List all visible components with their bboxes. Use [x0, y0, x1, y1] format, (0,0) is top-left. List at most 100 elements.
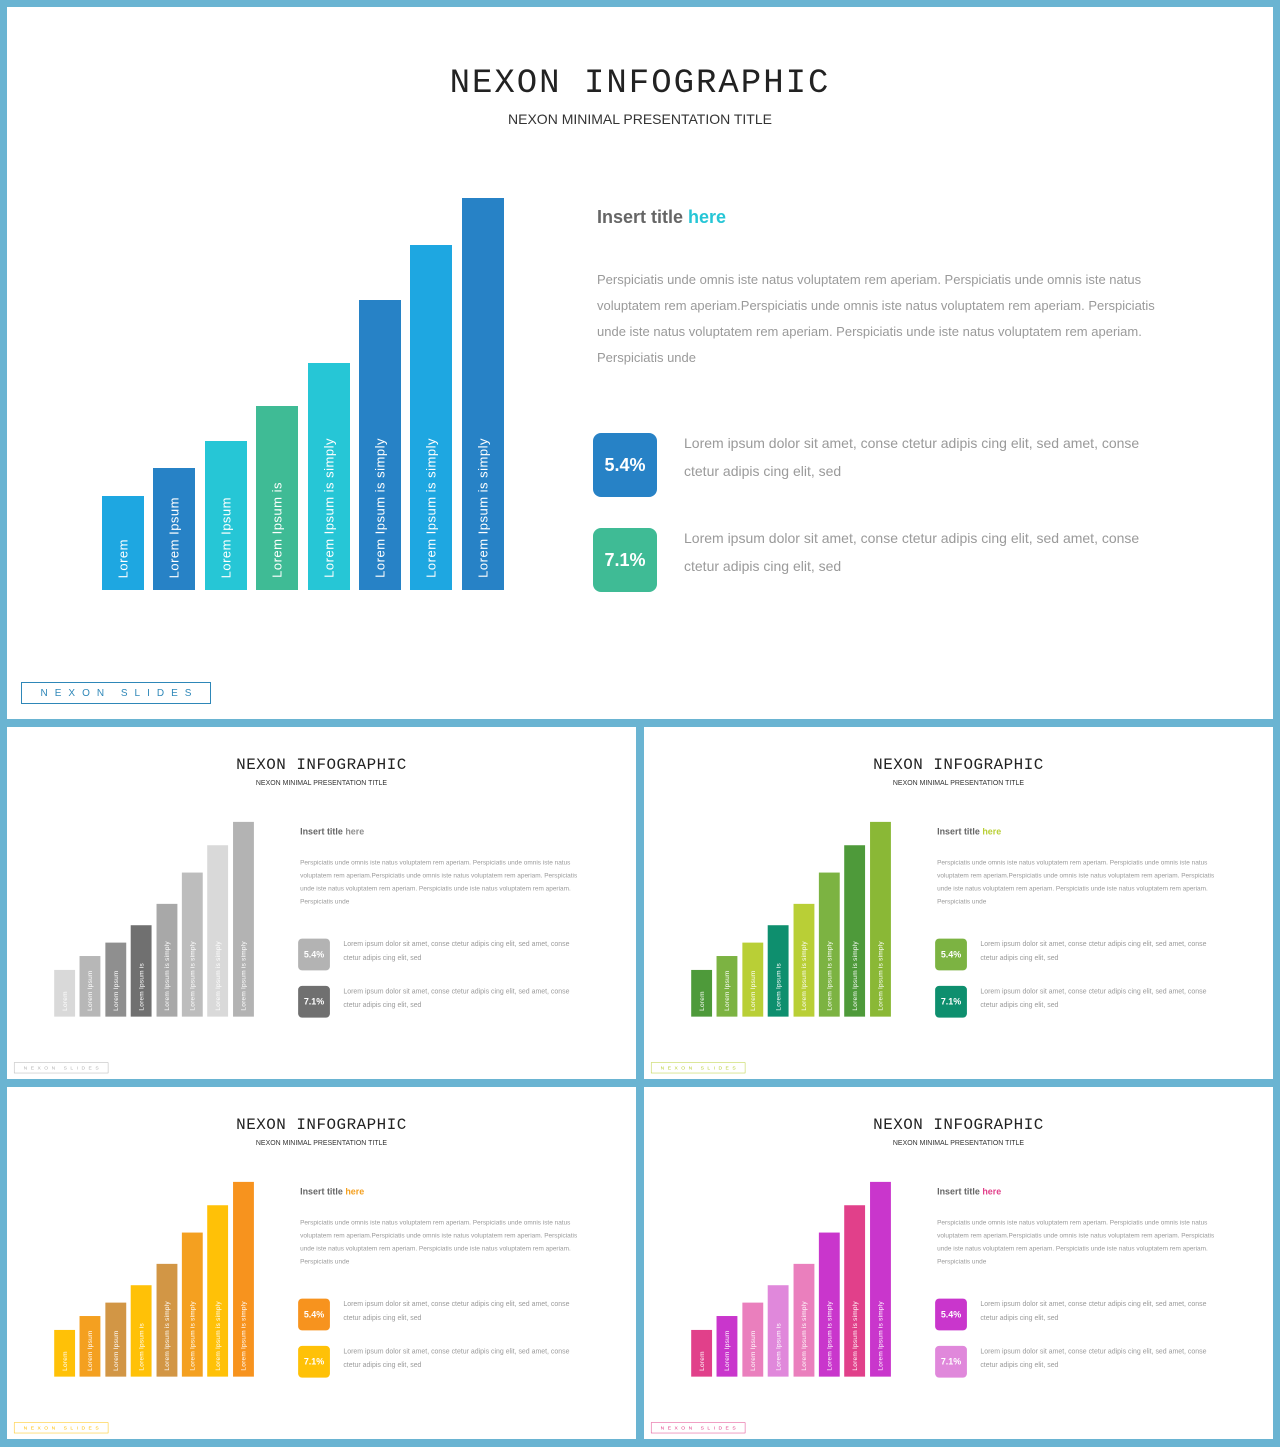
chart-bar: Lorem Ipsum is — [767, 925, 789, 1017]
stat-text-2: Lorem ipsum dolor sit amet, conse ctetur… — [980, 1346, 1207, 1369]
slide-subtitle: NEXON MINIMAL PRESENTATION TITLE — [892, 1138, 1025, 1147]
chart-bar-label: Lorem Ipsum is simply — [825, 941, 834, 1011]
chart-bar-label: Lorem Ipsum is simply — [423, 438, 439, 578]
stat-text-1: Lorem ipsum dolor sit amet, conse ctetur… — [684, 435, 1140, 479]
chart-bar-label: Lorem Ipsum — [166, 496, 182, 578]
chart-bar-label: Lorem Ipsum is simply — [851, 941, 859, 1011]
chart-bar: Lorem Ipsum is simply — [461, 198, 504, 590]
slide-content: NEXON INFOGRAPHIC NEXON MINIMAL PRESENTA… — [644, 1087, 1273, 1439]
chart-bar-label: Lorem Ipsum is simply — [825, 1301, 834, 1371]
slide-content: NEXON INFOGRAPHIC NEXON MINIMAL PRESENTA… — [7, 7, 1273, 719]
insert-title-text: Insert title — [597, 207, 684, 227]
chart-bar: Lorem — [54, 1329, 76, 1377]
chart-bar-label: Lorem — [60, 991, 69, 1011]
chart-bar: Lorem Ipsum — [742, 1302, 764, 1377]
footer-logo: NEXON SLIDES — [13, 1062, 109, 1074]
chart-bar-label: Lorem — [697, 1351, 706, 1371]
chart-bar: Lorem Ipsum is simply — [869, 1181, 891, 1377]
stat-text-1: Lorem ipsum dolor sit amet, conse ctetur… — [980, 939, 1207, 962]
chart-bar: Lorem Ipsum is — [130, 925, 152, 1017]
body-paragraph: Perspiciatis unde omnis iste natus volup… — [300, 1218, 578, 1265]
chart-bar: Lorem — [54, 969, 76, 1017]
chart-bar-label: Lorem Ipsum is simply — [214, 941, 222, 1011]
chart-bar: Lorem Ipsum — [79, 956, 101, 1017]
stat-text-2: Lorem ipsum dolor sit amet, conse ctetur… — [684, 530, 1140, 574]
chart-bar: Lorem Ipsum is simply — [793, 903, 815, 1017]
insert-title: Insert title here — [300, 826, 364, 836]
insert-title-highlight: here — [982, 1186, 1002, 1197]
slide-green: NEXON INFOGRAPHIC NEXON MINIMAL PRESENTA… — [644, 727, 1273, 1079]
chart-bar-label: Lorem Ipsum is simply — [163, 1301, 171, 1371]
chart-bar-label: Lorem Ipsum — [111, 1330, 120, 1371]
slide-subtitle: NEXON MINIMAL PRESENTATION TITLE — [508, 111, 772, 127]
chart-bar: Lorem Ipsum is simply — [818, 872, 840, 1017]
chart-bar-label: Lorem Ipsum — [111, 970, 120, 1011]
insert-title: Insert title here — [300, 1186, 364, 1196]
slide-subtitle: NEXON MINIMAL PRESENTATION TITLE — [255, 778, 388, 787]
chart-bar: Lorem Ipsum is simply — [869, 821, 891, 1017]
slide-orange: NEXON INFOGRAPHIC NEXON MINIMAL PRESENTA… — [7, 1087, 636, 1439]
stat-badge-1: 5.4% — [935, 938, 967, 971]
chart-bar-label: Lorem Ipsum — [723, 1330, 731, 1371]
insert-title: Insert title here — [937, 1186, 1001, 1196]
chart-bar: Lorem Ipsum is simply — [181, 1232, 203, 1377]
slide-title: NEXON INFOGRAPHIC — [449, 65, 831, 103]
chart-bar: Lorem Ipsum — [79, 1316, 101, 1377]
stat-badge-1: 5.4% — [593, 433, 657, 497]
chart-bar-label: Lorem Ipsum is simply — [188, 941, 197, 1011]
slide-title: NEXON INFOGRAPHIC — [236, 755, 407, 775]
chart-bar: Lorem Ipsum is simply — [181, 872, 203, 1017]
chart-bar: Lorem Ipsum is simply — [844, 1205, 866, 1377]
slide-gray: NEXON INFOGRAPHIC NEXON MINIMAL PRESENTA… — [7, 727, 636, 1079]
insert-title-text: Insert title — [937, 826, 980, 837]
body-paragraph: Perspiciatis unde omnis iste natus volup… — [937, 858, 1215, 905]
chart-bar-label: Lorem Ipsum — [748, 970, 757, 1011]
footer-logo: NEXON SLIDES — [650, 1062, 746, 1074]
slide-title: NEXON INFOGRAPHIC — [873, 1115, 1044, 1135]
insert-title: Insert title here — [597, 207, 726, 228]
chart-bar-label: Lorem Ipsum is simply — [239, 941, 248, 1011]
chart-bar-label: Lorem Ipsum is simply — [321, 438, 337, 578]
chart-bar-label: Lorem Ipsum is simply — [876, 1301, 885, 1371]
stat-badge-2: 7.1% — [935, 985, 967, 1018]
chart-bar-label: Lorem Ipsum is — [774, 963, 782, 1011]
slide-content: NEXON INFOGRAPHIC NEXON MINIMAL PRESENTA… — [644, 727, 1273, 1079]
chart-bar: Lorem Ipsum is simply — [359, 299, 401, 590]
footer-logo: NEXON SLIDES — [13, 1422, 109, 1434]
chart-bar: Lorem — [102, 495, 144, 590]
chart-bar: Lorem Ipsum — [716, 1316, 738, 1377]
chart-bar: Lorem Ipsum — [105, 1302, 127, 1377]
insert-title-text: Insert title — [300, 826, 343, 837]
insert-title-text: Insert title — [300, 1186, 343, 1197]
chart-bar: Lorem Ipsum is simply — [207, 845, 229, 1017]
chart-bar-label: Lorem Ipsum — [748, 1330, 757, 1371]
slide-pink: NEXON INFOGRAPHIC NEXON MINIMAL PRESENTA… — [644, 1087, 1273, 1439]
chart-bar-label: Lorem Ipsum — [86, 1330, 94, 1371]
chart-bar: Lorem Ipsum is simply — [232, 1181, 254, 1377]
chart-bar-label: Lorem — [115, 538, 131, 578]
chart-bar: Lorem Ipsum — [742, 942, 764, 1017]
chart-bar: Lorem Ipsum is simply — [156, 903, 178, 1017]
footer-logo: NEXON SLIDES — [21, 682, 211, 704]
stat-badge-1: 5.4% — [298, 938, 330, 971]
stat-badge-2: 7.1% — [298, 985, 330, 1018]
footer-logo: NEXON SLIDES — [650, 1422, 746, 1434]
slide-subtitle: NEXON MINIMAL PRESENTATION TITLE — [255, 1138, 388, 1147]
stat-badge-2: 7.1% — [593, 528, 657, 592]
chart-bar-label: Lorem — [697, 991, 706, 1011]
stat-badge-2: 7.1% — [298, 1345, 330, 1378]
stat-text-1: Lorem ipsum dolor sit amet, conse ctetur… — [343, 939, 570, 962]
slide-title: NEXON INFOGRAPHIC — [236, 1115, 407, 1135]
stat-text-2: Lorem ipsum dolor sit amet, conse ctetur… — [980, 986, 1207, 1009]
chart-bar-label: Lorem Ipsum is simply — [214, 1301, 222, 1371]
chart-bar: Lorem Ipsum is simply — [818, 1232, 840, 1377]
chart-bar-label: Lorem Ipsum is simply — [372, 438, 388, 578]
body-paragraph: Perspiciatis unde omnis iste natus volup… — [597, 272, 1155, 365]
chart-bar-label: Lorem Ipsum — [86, 970, 94, 1011]
chart-bar-label: Lorem Ipsum is simply — [876, 941, 885, 1011]
insert-title-text: Insert title — [937, 1186, 980, 1197]
body-paragraph: Perspiciatis unde omnis iste natus volup… — [937, 1218, 1215, 1265]
chart-bar: Lorem Ipsum — [105, 942, 127, 1017]
chart-bar: Lorem Ipsum is simply — [207, 1205, 229, 1377]
stat-badge-2: 7.1% — [935, 1345, 967, 1378]
